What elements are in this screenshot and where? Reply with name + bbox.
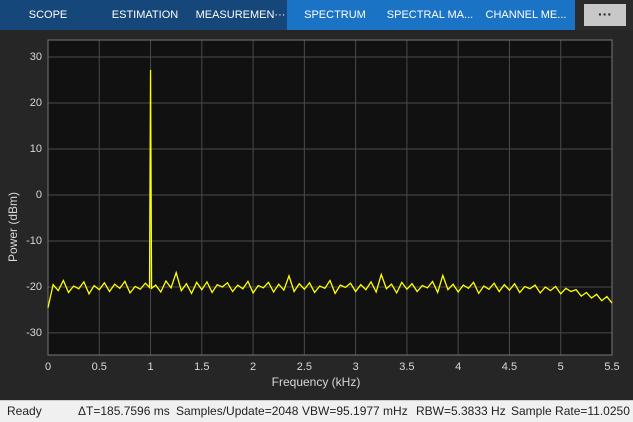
x-tick-label: 3.5 (399, 361, 414, 373)
status-bar: Ready ΔT=185.7596 ms Samples/Update=2048… (0, 400, 633, 422)
y-axis-label: Power (dBm) (6, 192, 20, 262)
status-item: Samples/Update=2048 (176, 404, 299, 418)
axes-frame (47, 39, 613, 356)
y-tick-label: 20 (30, 97, 42, 109)
plot-area (48, 40, 612, 355)
more-button[interactable]: ··· (584, 4, 626, 26)
x-tick-label: 2.5 (297, 361, 312, 373)
tab[interactable]: MEASUREMEN··· (194, 0, 287, 30)
tab[interactable]: ESTIMATION (96, 0, 194, 30)
toolbar: SCOPE ESTIMATION MEASUREMEN··· SPECTRUM … (0, 0, 633, 30)
x-tick-label: 1.5 (194, 361, 209, 373)
y-tick-label: 0 (36, 189, 42, 201)
x-axis-label: Frequency (kHz) (272, 375, 361, 389)
chart: Frequency (kHz) Power (dBm) -30-20-10010… (6, 39, 620, 389)
x-tick-label: 4 (455, 361, 461, 373)
x-tick-label: 0 (45, 361, 51, 373)
x-tick-label: 5.5 (604, 361, 619, 373)
x-tick-label: 2 (250, 361, 256, 373)
x-tick-label: 0.5 (92, 361, 107, 373)
x-tick-label: 4.5 (502, 361, 517, 373)
y-tick-label: 30 (30, 51, 42, 63)
y-tick-label: -20 (26, 281, 42, 293)
tab[interactable]: SPECTRUM (287, 0, 383, 30)
spectrum-line (47, 69, 613, 308)
tab[interactable]: CHANNEL ME... (477, 0, 575, 30)
status-item: Sample Rate=11.0250 (511, 404, 630, 418)
status-item: VBW=95.1977 mHz (302, 404, 408, 418)
x-tick-label: 3 (353, 361, 359, 373)
tab[interactable]: SCOPE (0, 0, 96, 30)
tab[interactable]: SPECTRAL MA... (383, 0, 477, 30)
y-tick-label: -10 (26, 235, 42, 247)
status-item: RBW=5.3833 Hz (416, 404, 506, 418)
y-tick-label: 10 (30, 143, 42, 155)
x-tick-label: 5 (558, 361, 564, 373)
y-tick-label: -30 (26, 327, 42, 339)
status-item: ΔT=185.7596 ms (78, 404, 170, 418)
status-state: Ready (7, 404, 42, 418)
x-tick-label: 1 (147, 361, 153, 373)
